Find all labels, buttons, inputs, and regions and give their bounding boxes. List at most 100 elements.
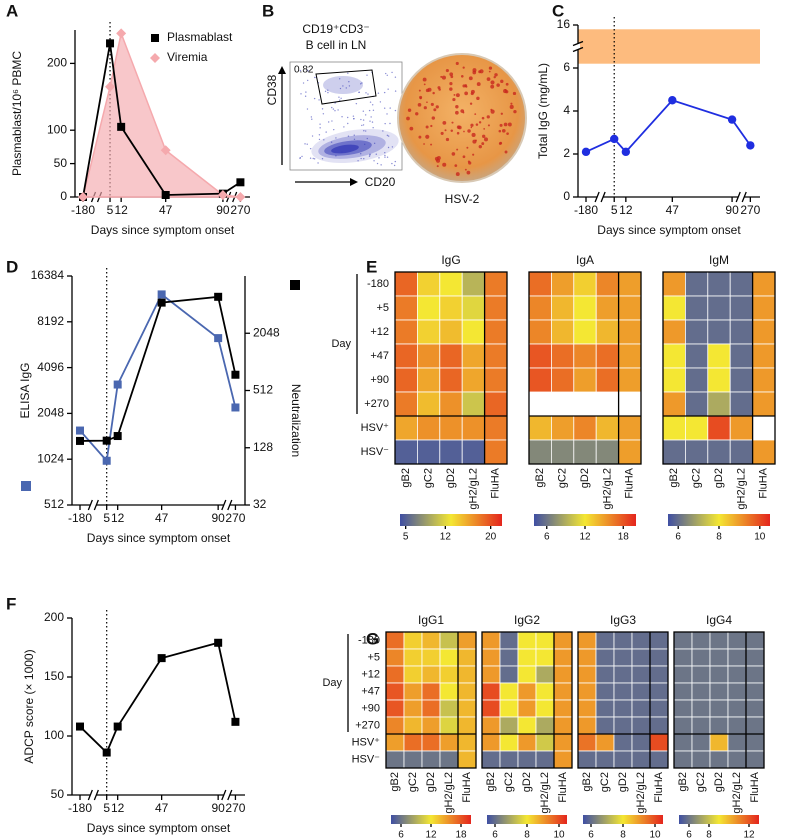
point [746,141,755,150]
row-label: +90 [361,702,380,714]
flow-event [318,138,321,141]
heat-cell [595,716,615,735]
y-tick-label: 0 [563,189,570,203]
heat-cell [577,699,597,718]
heat-cell [649,750,669,769]
heat-cell [618,343,642,369]
flow-event [389,107,391,109]
heat-cell [727,716,747,735]
flow-event [364,114,367,116]
colorbar-tick-label: 8 [524,830,530,840]
heat-cell [685,415,709,441]
heat-cell [421,750,441,769]
panel-letter: G [366,629,379,648]
flow-event [352,115,355,117]
flow-event [318,134,321,136]
row-label: +5 [376,302,389,314]
heat-cell [484,367,508,393]
heat-cell [595,699,615,718]
column-label: gH2/gL2 [731,772,743,814]
heat-cell [528,439,552,465]
panel-letter: F [6,594,16,613]
spot [469,102,473,105]
heat-cell [403,716,423,735]
spot [445,137,450,142]
heat-cell [394,271,418,297]
column-label: gH2/gL2 [467,468,479,510]
point [217,189,228,200]
axis-break [90,503,97,507]
heat-cell [727,699,747,718]
heat-cell [745,648,765,667]
heat-cell [484,271,508,297]
spot [486,77,491,81]
y2-axis-label: Neutralization [289,384,303,457]
axis-break [735,191,741,203]
flow-event [338,99,341,101]
colorbar-tick-label: 12 [579,532,591,543]
heat-cell [394,319,418,345]
flow-event [347,135,350,137]
heat-cell [535,682,555,701]
block-border [662,271,776,465]
heat-cell [416,295,441,321]
colorbar [487,815,567,824]
flow-event [324,90,327,93]
heat-cell [577,733,597,752]
point [214,334,223,343]
y-tick-label: 100 [47,122,67,136]
axis-break [87,789,93,801]
spot [445,68,449,73]
heat-cell [481,682,501,701]
point [231,403,240,412]
flow-event [363,143,366,146]
heat-cell [745,750,765,769]
colorbar [534,514,636,526]
block-title: IgG2 [514,613,540,627]
heat-cell [727,733,747,752]
x-tick-label: -180 [68,801,92,815]
spot [455,172,460,177]
y-tick-label: 2 [563,146,570,160]
heat-cell [481,631,501,650]
spot [407,108,412,112]
heat-cell [461,415,486,441]
y2-tick-label: 32 [253,497,267,511]
heat-cell [595,631,615,650]
flow-event [365,92,367,94]
spot [409,126,414,131]
heat-cell [573,295,597,321]
axis-break [87,499,93,511]
spot [503,89,508,94]
spot [490,109,495,114]
row-label: HSV⁺ [361,422,390,434]
heat-cell [553,665,573,684]
flow-event [376,162,379,165]
point [78,192,88,202]
spot [488,66,493,70]
heat-cell [553,750,573,769]
heat-cell [707,295,731,321]
heat-cell [517,631,537,650]
spot [456,131,460,135]
colorbar-tick-label: 20 [485,532,497,543]
point [231,370,240,379]
heat-cell [727,631,747,650]
flow-event [389,122,391,125]
spot [467,129,471,133]
column-label: FluHA [758,467,770,498]
heat-cell [707,367,731,393]
spot [438,88,441,91]
y-tick-label: 16 [557,17,571,31]
spot [472,68,477,73]
block-title: IgA [576,253,594,267]
heat-cell [573,271,597,297]
spot [454,164,458,168]
heat-cell [577,750,597,769]
x-tick-label: -180 [71,203,95,217]
flow-event [314,76,316,79]
flow-event [353,134,355,136]
axis-arrow [278,66,286,74]
heat-cell [481,750,501,769]
y-axis-label: ADCP score (× 1000) [22,649,36,763]
